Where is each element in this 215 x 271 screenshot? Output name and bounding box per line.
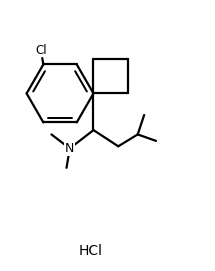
Text: Cl: Cl <box>35 44 47 57</box>
Text: N: N <box>65 142 74 155</box>
Text: HCl: HCl <box>78 244 102 258</box>
